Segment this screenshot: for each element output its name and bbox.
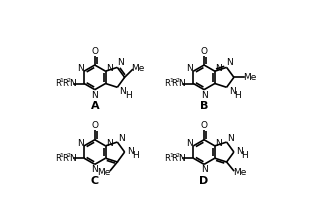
Text: N: N [201, 91, 207, 99]
Text: H: H [241, 151, 248, 160]
Text: N: N [118, 135, 124, 143]
Text: H: H [132, 151, 139, 160]
Text: N: N [178, 79, 185, 88]
Text: 1: 1 [60, 78, 64, 83]
Text: N: N [236, 147, 243, 156]
Text: N: N [215, 64, 222, 73]
Text: R: R [171, 79, 177, 88]
Text: N: N [91, 91, 98, 99]
Text: N: N [127, 147, 134, 156]
Text: C: C [91, 175, 99, 185]
Text: H: H [125, 91, 132, 100]
Text: N: N [186, 139, 193, 148]
Text: R: R [164, 154, 170, 163]
Text: 2: 2 [66, 78, 71, 83]
Text: 2: 2 [66, 153, 71, 158]
Text: N: N [178, 154, 185, 163]
Text: N: N [106, 64, 113, 73]
Text: 1: 1 [169, 78, 173, 83]
Text: Me: Me [131, 64, 144, 73]
Text: N: N [229, 87, 236, 96]
Text: N: N [69, 79, 76, 88]
Text: N: N [69, 154, 76, 163]
Text: Me: Me [97, 168, 111, 177]
Text: R: R [171, 154, 177, 163]
Text: N: N [77, 139, 84, 148]
Text: A: A [90, 101, 99, 111]
Text: R: R [55, 79, 61, 88]
Text: 1: 1 [169, 153, 173, 158]
Text: R: R [62, 79, 68, 88]
Text: N: N [119, 87, 126, 96]
Text: Me: Me [233, 168, 246, 177]
Text: H: H [234, 91, 241, 100]
Text: N: N [186, 64, 193, 73]
Text: B: B [200, 101, 208, 111]
Text: O: O [201, 47, 207, 56]
Text: N: N [106, 139, 113, 148]
Text: N: N [91, 165, 98, 174]
Text: 2: 2 [176, 78, 180, 83]
Text: O: O [91, 121, 98, 130]
Text: 1: 1 [60, 153, 64, 158]
Text: N: N [117, 58, 124, 67]
Text: R: R [164, 79, 170, 88]
Text: Me: Me [243, 73, 257, 82]
Text: D: D [199, 175, 209, 185]
Text: N: N [226, 58, 233, 67]
Text: N: N [227, 135, 234, 143]
Text: R: R [62, 154, 68, 163]
Text: O: O [91, 47, 98, 56]
Text: O: O [201, 121, 207, 130]
Text: N: N [77, 64, 84, 73]
Text: N: N [201, 165, 207, 174]
Text: R: R [55, 154, 61, 163]
Text: 2: 2 [176, 153, 180, 158]
Text: N: N [215, 139, 222, 148]
